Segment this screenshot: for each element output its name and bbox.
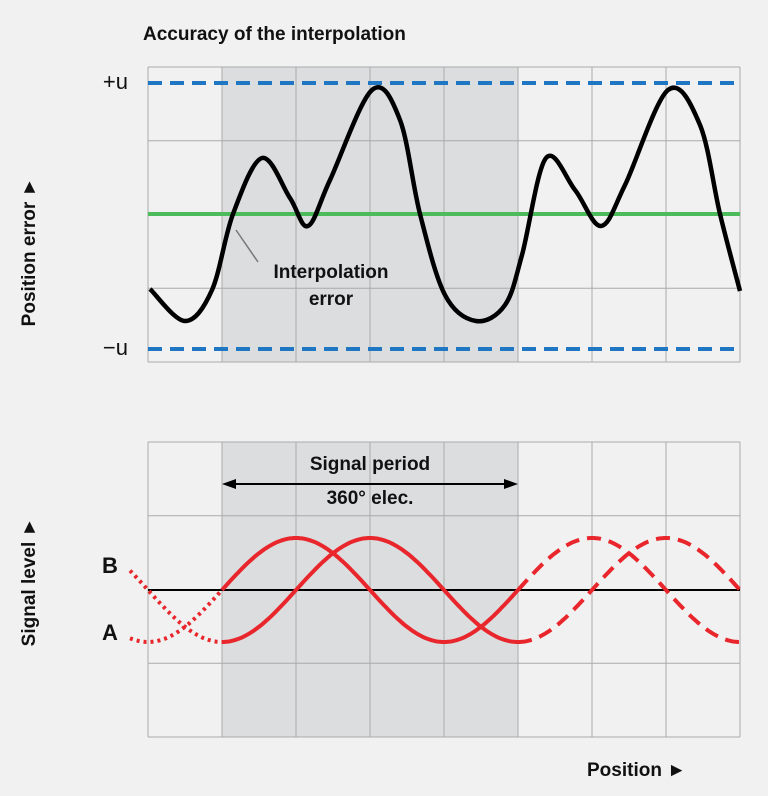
signals (128, 536, 742, 644)
period-value: 360° elec. (327, 488, 414, 509)
signal-solid (222, 536, 518, 644)
signal-dotted (129, 588, 224, 644)
y-axis-label: Position error ► (19, 178, 40, 327)
signal-b-label: B (102, 553, 118, 578)
signal-solid (220, 536, 520, 644)
upper-limit-label: +u (103, 69, 128, 94)
leader-line (235, 229, 259, 263)
signal-dashed (518, 536, 742, 644)
annotation: error (309, 289, 354, 310)
signal-a-label: A (102, 620, 118, 645)
annotation: Interpolation (273, 262, 388, 283)
error-curve (148, 85, 743, 324)
title: Accuracy of the interpolation (143, 24, 406, 45)
period-label: Signal period (310, 454, 430, 475)
lower-limit-label: −u (103, 335, 128, 360)
x-axis-label: Position ► (587, 760, 686, 781)
y-axis-label: Signal level ► (19, 518, 40, 647)
signal-dotted (128, 569, 222, 644)
